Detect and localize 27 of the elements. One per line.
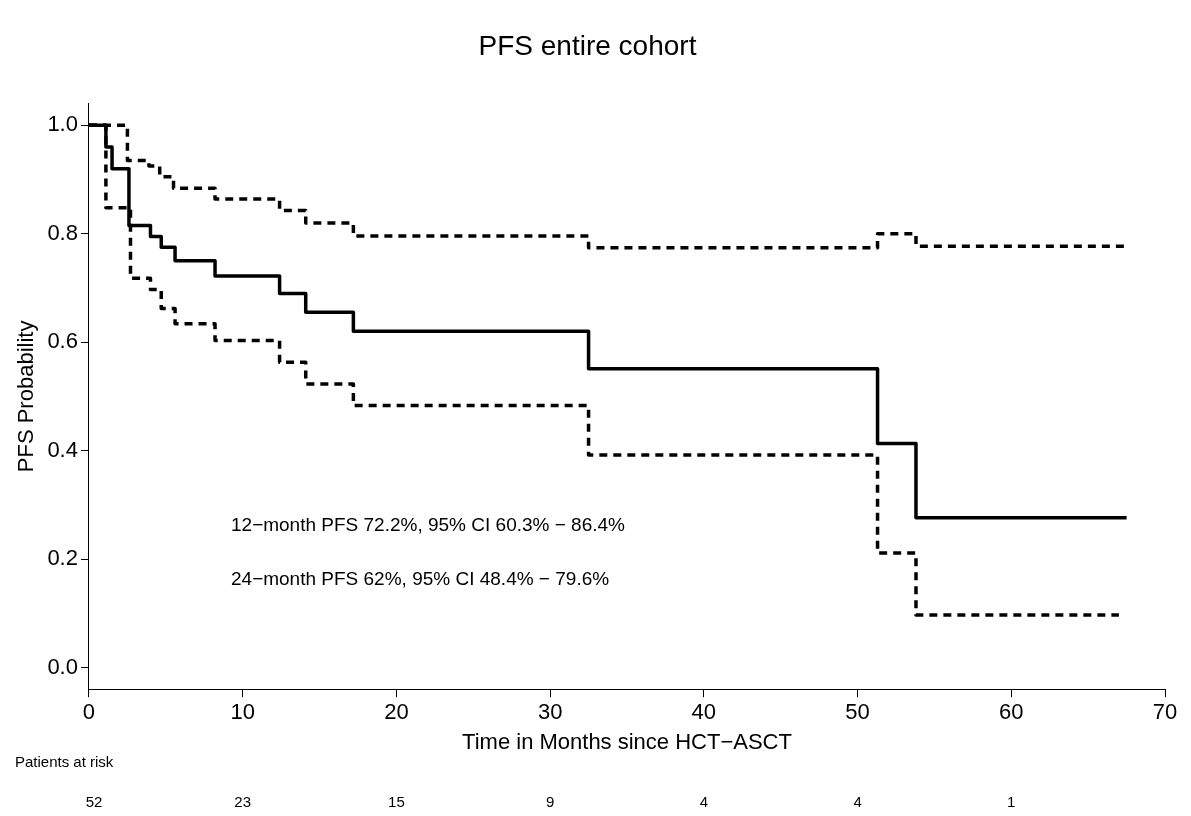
- text: 1: [1007, 793, 1016, 811]
- y-tick-label: 0.6: [47, 328, 78, 354]
- y-tick-label: 0.8: [47, 219, 78, 245]
- text: 4: [853, 793, 862, 811]
- y-tick-label: 0.0: [47, 653, 78, 679]
- text: Patients at risk: [15, 753, 114, 771]
- x-tick-label: 50: [845, 699, 870, 725]
- x-tick-label: 10: [230, 699, 255, 725]
- x-tick-label: 60: [999, 699, 1024, 725]
- chart-title: PFS entire cohort: [478, 29, 697, 61]
- text: 52: [85, 793, 103, 811]
- text: 15: [388, 793, 405, 811]
- x-tick-label: 30: [537, 699, 563, 725]
- x-tick-label: 0: [82, 699, 96, 725]
- y-tick-label: 1.0: [47, 111, 78, 137]
- x-axis-title: Time in Months since HCT−ASCT: [462, 728, 792, 754]
- y-axis-title: PFS Probability: [13, 320, 39, 473]
- text: 9: [545, 793, 555, 811]
- y-tick-label: 0.2: [47, 545, 78, 571]
- annotation: 12−month PFS 72.2%, 95% CI 60.3% − 86.4%: [231, 514, 626, 536]
- text: 23: [234, 793, 252, 811]
- x-tick-label: 40: [691, 699, 717, 725]
- y-tick-label: 0.4: [47, 436, 78, 462]
- x-tick-label: 70: [1152, 699, 1178, 725]
- text: 4: [699, 793, 709, 811]
- x-tick-label: 20: [384, 699, 409, 725]
- annotation: 24−month PFS 62%, 95% CI 48.4% − 79.6%: [231, 568, 610, 590]
